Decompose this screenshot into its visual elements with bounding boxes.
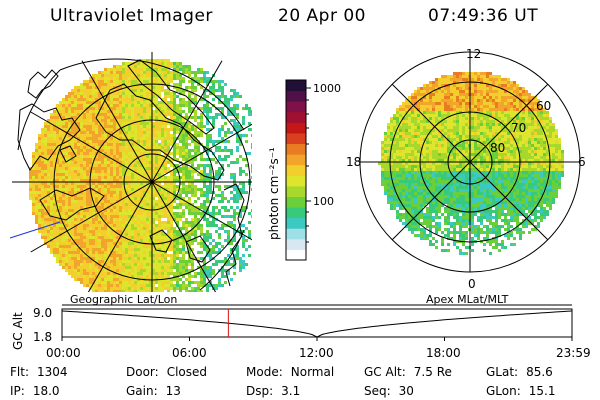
terminator-line <box>9 221 61 239</box>
timeline-xtick-1200: 12:00 <box>299 346 334 360</box>
mlat-label-70: 70 <box>511 121 526 135</box>
status-gain: Gain: 13 <box>126 384 181 398</box>
status-glat: GLat: 85.6 <box>486 365 553 379</box>
status-dsp: Dsp: 3.1 <box>246 384 301 398</box>
status-mode: Mode: Normal <box>246 365 335 379</box>
magnetic-polar-panel: 12 18 6 0 60 70 80 <box>346 47 586 291</box>
timeline-xtick-0000: 00:00 <box>46 346 81 360</box>
status-glon: GLon: 15.1 <box>486 384 556 398</box>
status-gc-alt: GC Alt: 7.5 Re <box>364 365 452 379</box>
timeline-ytick-max: 9.0 <box>33 306 52 320</box>
geographic-grid-lines <box>12 52 252 292</box>
timeline-ytick-min: 1.8 <box>33 330 52 344</box>
magnetic-emission-image <box>378 72 564 255</box>
mlat-label-80: 80 <box>490 141 505 155</box>
observation-date: 20 Apr 00 <box>278 6 366 26</box>
geographic-map-panel <box>9 52 252 292</box>
colorbar-unit-label: photon cm⁻²s⁻¹ <box>267 147 281 240</box>
orbit-altitude-timeline: GC Alt 9.0 1.8 00:00 06:00 12:00 18:00 2… <box>11 304 591 360</box>
colorbar-tick-100: 100 <box>313 195 334 208</box>
magnetic-grid-lines <box>359 51 581 273</box>
timeline-axis-label: GC Alt <box>11 312 25 350</box>
status-ip: IP: 18.0 <box>10 384 60 398</box>
timeline-xtick-0600: 06:00 <box>172 346 207 360</box>
geographic-panel-label: Geographic Lat/Lon <box>70 293 178 306</box>
magnetic-panel-label: Apex MLat/MLT <box>426 293 509 306</box>
observation-time: 07:49:36 UT <box>428 6 539 26</box>
status-door: Door: Closed <box>126 365 208 379</box>
status-seq: Seq: 30 <box>364 384 414 398</box>
status-flight: Flt: 1304 <box>10 365 68 379</box>
mlt-label-18: 18 <box>346 155 361 169</box>
mlt-label-12: 12 <box>466 47 481 61</box>
intensity-color-scale: 1000 100 photon cm⁻²s⁻¹ <box>267 79 341 261</box>
mlt-label-0: 0 <box>468 277 476 291</box>
timeline-xtick-2359: 23:59 <box>556 346 591 360</box>
colorbar-tick-1000: 1000 <box>313 82 341 95</box>
timeline-xtick-1800: 18:00 <box>426 346 461 360</box>
mlat-label-60: 60 <box>536 99 551 113</box>
coastline-outlines <box>17 59 245 287</box>
mlt-label-6: 6 <box>578 155 586 169</box>
geographic-outer-arcs <box>17 58 245 291</box>
instrument-title: Ultraviolet Imager <box>50 6 213 26</box>
altitude-curve <box>61 310 573 338</box>
